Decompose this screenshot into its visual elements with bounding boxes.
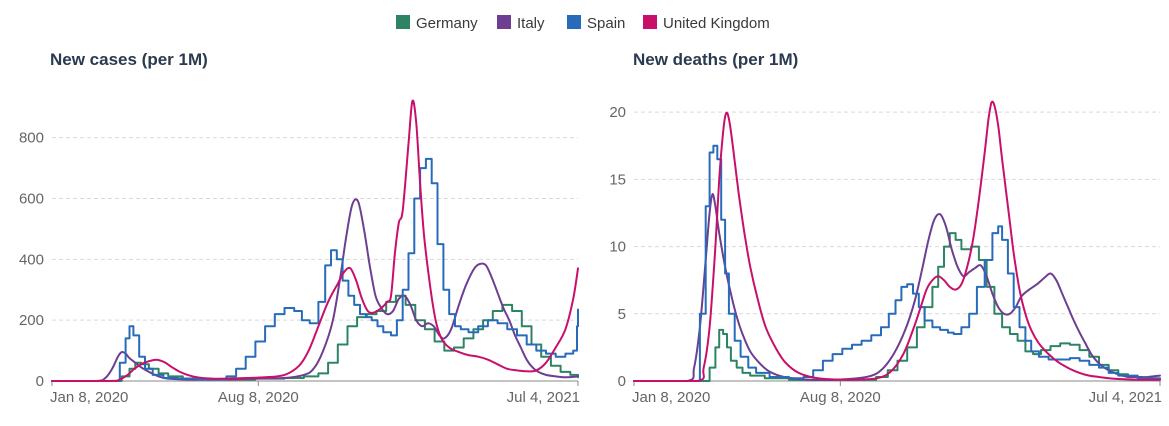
legend-label-united-kingdom: United Kingdom	[663, 15, 770, 32]
legend-item-germany[interactable]: Germany	[396, 15, 478, 32]
legend-label-italy: Italy	[517, 15, 545, 32]
series-line-united-kingdom-deaths[interactable]	[633, 100, 1161, 382]
legend-label-germany: Germany	[416, 15, 478, 32]
series-line-italy-cases[interactable]	[51, 198, 579, 382]
y-tick-label-0: 0	[36, 373, 44, 390]
x-tick-label-aug-8-2020: Aug 8, 2020	[800, 389, 881, 406]
legend-label-spain: Spain	[587, 15, 625, 32]
y-tick-label-800: 800	[19, 130, 44, 147]
legend-swatch-italy	[497, 15, 511, 29]
legend-item-spain[interactable]: Spain	[567, 15, 625, 32]
panel-title-cases: New cases (per 1M)	[50, 50, 208, 69]
x-tick-label-jul-4-2021: Jul 4, 2021	[507, 389, 580, 406]
y-tick-label-200: 200	[19, 312, 44, 329]
legend-item-united-kingdom[interactable]: United Kingdom	[643, 15, 770, 32]
series-line-spain-cases[interactable]	[51, 157, 579, 382]
y-tick-label-20: 20	[609, 104, 626, 121]
x-tick-label-jan-8-2020: Jan 8, 2020	[632, 389, 710, 406]
x-tick-label-jan-8-2020: Jan 8, 2020	[50, 389, 128, 406]
series-line-germany-deaths[interactable]	[633, 232, 1161, 382]
y-tick-label-5: 5	[618, 306, 626, 323]
legend-swatch-germany	[396, 15, 410, 29]
y-tick-label-15: 15	[609, 171, 626, 188]
x-tick-label-jul-4-2021: Jul 4, 2021	[1089, 389, 1162, 406]
y-tick-label-600: 600	[19, 190, 44, 207]
y-tick-label-10: 10	[609, 239, 626, 256]
y-tick-label-400: 400	[19, 251, 44, 268]
legend: Germany Italy Spain United Kingdom	[396, 15, 770, 32]
series-line-germany-cases[interactable]	[51, 294, 579, 382]
panel-deaths: New deaths (per 1M) 0 5 10 15 20 Jan 8, 2020 Au…	[609, 50, 1162, 406]
legend-swatch-spain	[567, 15, 581, 29]
legend-swatch-united-kingdom	[643, 15, 657, 29]
x-tick-label-aug-8-2020: Aug 8, 2020	[218, 389, 299, 406]
y-tick-label-0: 0	[618, 373, 626, 390]
panel-cases: New cases (per 1M) 0 200 400 600 800 Jan 8, 20…	[19, 50, 580, 406]
series-line-united-kingdom-cases[interactable]	[51, 99, 579, 382]
legend-item-italy[interactable]: Italy	[497, 15, 545, 32]
series-line-spain-deaths[interactable]	[633, 144, 1161, 382]
panel-title-deaths: New deaths (per 1M)	[633, 50, 798, 69]
